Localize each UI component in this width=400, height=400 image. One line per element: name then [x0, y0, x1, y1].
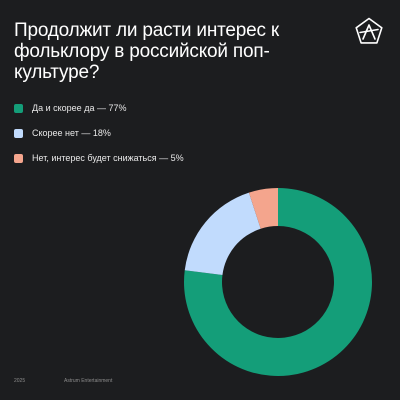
legend-swatch — [14, 153, 23, 163]
donut-slices — [183, 188, 372, 376]
legend-swatch — [14, 103, 23, 113]
legend-label: Нет, интерес будет снижаться — 5% — [32, 153, 184, 163]
donut-slice-3 — [248, 188, 278, 229]
legend-swatch — [14, 128, 23, 138]
chart-legend: Да и скорее да — 77% Скорее нет — 18% Не… — [14, 102, 184, 177]
footer-company: Astrum Entertainment — [64, 378, 113, 384]
footer-year: 2025 — [14, 378, 26, 384]
donut-slice-2 — [184, 192, 261, 275]
legend-label: Да и скорее да — 77% — [32, 103, 127, 113]
legend-item: Скорее нет — 18% — [14, 127, 184, 139]
legend-item: Нет, интерес будет снижаться — 5% — [14, 152, 184, 164]
donut-slice-1 — [183, 188, 372, 376]
legend-label: Скорее нет — 18% — [32, 128, 111, 138]
astrum-star-icon — [355, 17, 383, 44]
legend-item: Да и скорее да — 77% — [14, 102, 184, 114]
chart-title: Продолжит ли расти интерес к фольклору в… — [14, 20, 279, 83]
